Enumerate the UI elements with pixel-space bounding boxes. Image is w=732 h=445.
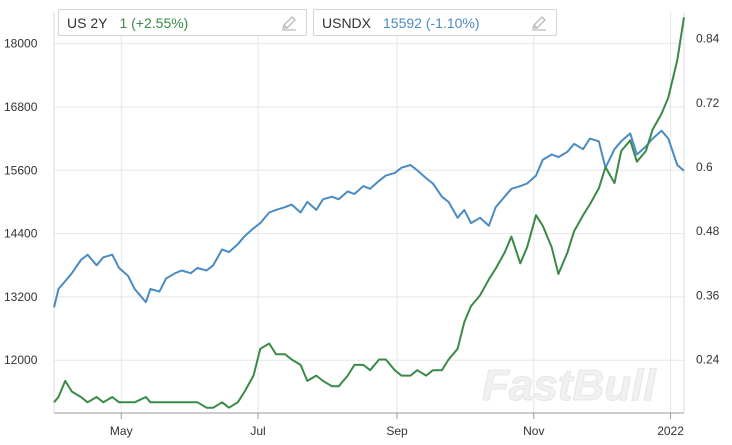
y-left-tick-label: 18000 — [4, 37, 38, 51]
x-tick-label: Sep — [386, 424, 408, 438]
series-line-usndx — [53, 129, 685, 308]
y-left-tick-label: 14400 — [4, 227, 38, 241]
series-line-us-2y — [53, 17, 685, 409]
x-tick-label: Jul — [250, 424, 265, 438]
legend-symbol: USNDX — [322, 14, 372, 31]
x-tick-label: 2022 — [657, 424, 684, 438]
y-left-tick-label: 12000 — [4, 353, 38, 367]
y-left-tick-label: 15600 — [4, 163, 38, 177]
pencil-icon[interactable] — [530, 15, 548, 31]
y-right-tick-label: 0.48 — [696, 224, 720, 238]
x-tick-label: May — [110, 424, 133, 438]
legend-item-us-2y[interactable]: US 2Y 1 (+2.55%) — [58, 9, 307, 36]
y-right-tick-label: 0.6 — [696, 160, 713, 174]
y-right-tick-label: 0.72 — [696, 96, 720, 110]
grid-lines — [54, 12, 684, 413]
legend-item-usndx[interactable]: USNDX 15592 (-1.10%) — [313, 9, 557, 36]
y-axis-left: 12000 13200 14400 15600 16800 18000 — [4, 12, 55, 413]
y-right-tick-label: 0.36 — [696, 288, 720, 302]
y-right-tick-label: 0.24 — [696, 353, 720, 367]
x-axis: May Jul Sep Nov 2022 — [54, 412, 684, 438]
x-tick-label: Nov — [523, 424, 544, 438]
y-left-tick-label: 13200 — [4, 290, 38, 304]
y-axis-right: 0.24 0.36 0.48 0.6 0.72 0.84 — [683, 12, 720, 413]
legend-value: 15592 (-1.10%) — [383, 14, 480, 31]
y-left-tick-label: 16800 — [4, 100, 38, 114]
pencil-icon[interactable] — [280, 15, 298, 31]
legend-value: 1 (+2.55%) — [119, 14, 189, 31]
series-lines — [53, 17, 685, 409]
legend-symbol: US 2Y — [67, 14, 108, 31]
watermark: FastBull — [482, 361, 656, 410]
y-right-tick-label: 0.84 — [696, 32, 720, 46]
